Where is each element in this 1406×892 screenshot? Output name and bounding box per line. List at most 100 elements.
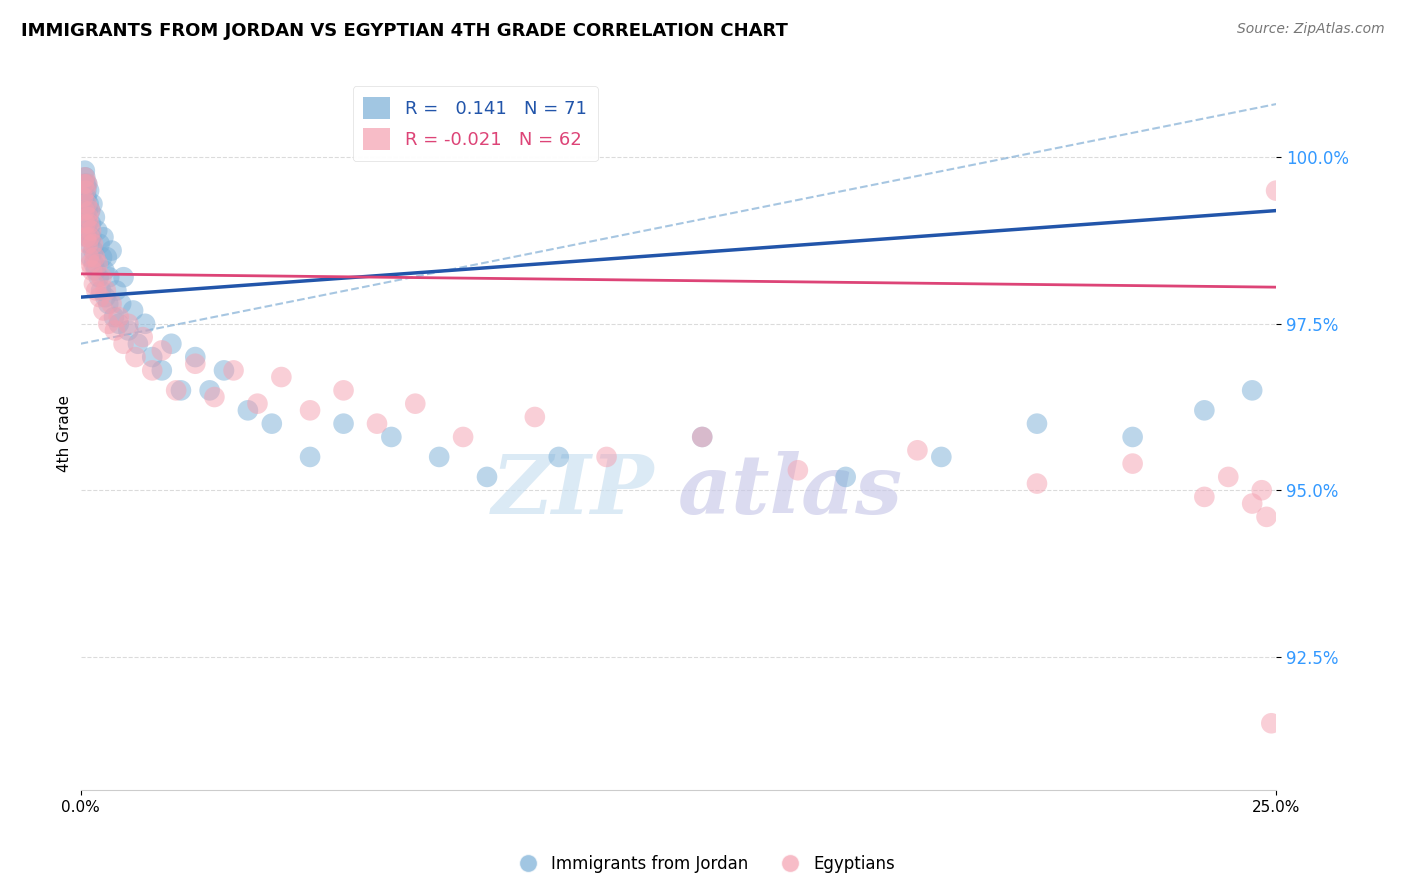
Point xyxy=(1026,476,1049,491)
Point xyxy=(110,297,132,311)
Point xyxy=(75,170,97,185)
Point xyxy=(84,263,107,277)
Point xyxy=(79,230,101,244)
Point xyxy=(112,270,135,285)
Point xyxy=(1194,490,1216,504)
Point xyxy=(131,330,153,344)
Point xyxy=(80,223,103,237)
Point xyxy=(73,203,96,218)
Point xyxy=(170,384,193,398)
Point xyxy=(1194,403,1216,417)
Point xyxy=(76,236,98,251)
Point xyxy=(93,230,115,244)
Point xyxy=(79,203,101,218)
Point xyxy=(77,211,100,225)
Point xyxy=(1026,417,1049,431)
Point xyxy=(94,284,117,298)
Point xyxy=(80,263,103,277)
Point xyxy=(75,184,97,198)
Point xyxy=(77,184,100,198)
Point xyxy=(204,390,226,404)
Point xyxy=(76,203,98,218)
Text: IMMIGRANTS FROM JORDAN VS EGYPTIAN 4TH GRADE CORRELATION CHART: IMMIGRANTS FROM JORDAN VS EGYPTIAN 4TH G… xyxy=(21,22,787,40)
Point xyxy=(270,370,292,384)
Point xyxy=(87,270,110,285)
Point xyxy=(931,450,953,464)
Point xyxy=(76,190,98,204)
Point xyxy=(380,430,402,444)
Point xyxy=(80,217,103,231)
Point xyxy=(907,443,929,458)
Point xyxy=(112,336,135,351)
Point xyxy=(103,310,125,325)
Point xyxy=(100,244,122,258)
Point xyxy=(260,417,283,431)
Point xyxy=(124,350,146,364)
Point xyxy=(1260,716,1282,731)
Point xyxy=(141,350,163,364)
Point xyxy=(246,397,269,411)
Point xyxy=(72,190,94,204)
Point xyxy=(72,184,94,198)
Point xyxy=(97,297,120,311)
Point xyxy=(83,277,105,291)
Point xyxy=(77,217,100,231)
Point xyxy=(76,223,98,237)
Point xyxy=(80,230,103,244)
Point xyxy=(93,303,115,318)
Point xyxy=(82,244,104,258)
Point xyxy=(73,163,96,178)
Point xyxy=(98,270,121,285)
Point xyxy=(82,197,104,211)
Point xyxy=(141,363,163,377)
Point xyxy=(1265,184,1288,198)
Point xyxy=(79,257,101,271)
Point xyxy=(299,403,322,417)
Point xyxy=(475,470,498,484)
Point xyxy=(90,284,112,298)
Point xyxy=(222,363,245,377)
Point xyxy=(451,430,474,444)
Point xyxy=(117,317,139,331)
Legend: R =   0.141   N = 71, R = -0.021   N = 62: R = 0.141 N = 71, R = -0.021 N = 62 xyxy=(353,87,598,161)
Point xyxy=(404,397,426,411)
Text: Source: ZipAtlas.com: Source: ZipAtlas.com xyxy=(1237,22,1385,37)
Point xyxy=(96,250,118,264)
Point xyxy=(299,450,322,464)
Point xyxy=(1241,384,1264,398)
Point xyxy=(366,417,388,431)
Point xyxy=(150,343,173,358)
Point xyxy=(75,203,97,218)
Point xyxy=(84,284,107,298)
Point xyxy=(89,236,111,251)
Point xyxy=(75,230,97,244)
Point xyxy=(73,177,96,191)
Point xyxy=(97,317,120,331)
Point xyxy=(90,270,112,285)
Point xyxy=(75,190,97,204)
Point xyxy=(79,250,101,264)
Point xyxy=(122,303,145,318)
Point xyxy=(834,470,856,484)
Point xyxy=(1250,483,1272,498)
Point xyxy=(1241,497,1264,511)
Point xyxy=(690,430,713,444)
Point xyxy=(76,177,98,191)
Point xyxy=(1122,430,1144,444)
Text: atlas: atlas xyxy=(678,450,904,531)
Point xyxy=(77,230,100,244)
Legend: Immigrants from Jordan, Egyptians: Immigrants from Jordan, Egyptians xyxy=(505,848,901,880)
Point xyxy=(77,197,100,211)
Point xyxy=(184,357,207,371)
Point xyxy=(86,223,108,237)
Point xyxy=(73,170,96,185)
Point xyxy=(134,317,156,331)
Point xyxy=(79,236,101,251)
Point xyxy=(427,450,450,464)
Point xyxy=(76,217,98,231)
Y-axis label: 4th Grade: 4th Grade xyxy=(58,395,72,472)
Point xyxy=(89,290,111,304)
Point xyxy=(1122,457,1144,471)
Point xyxy=(73,177,96,191)
Point xyxy=(93,263,115,277)
